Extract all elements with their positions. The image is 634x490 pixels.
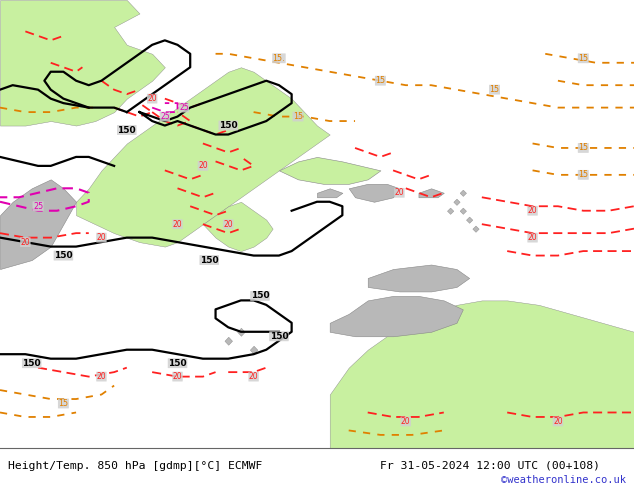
Text: 150: 150 <box>117 125 136 135</box>
Text: 20: 20 <box>223 220 233 229</box>
Text: 15: 15 <box>58 399 68 408</box>
Text: 15: 15 <box>375 76 385 85</box>
Text: 20: 20 <box>401 417 411 426</box>
Text: 25: 25 <box>160 112 170 121</box>
Text: 15: 15 <box>578 144 588 152</box>
Text: 150: 150 <box>54 251 73 260</box>
Text: 20: 20 <box>249 372 259 381</box>
Text: 15: 15 <box>578 171 588 179</box>
Text: 15: 15 <box>578 54 588 63</box>
Text: 20: 20 <box>172 220 183 229</box>
Text: 20: 20 <box>527 233 538 242</box>
Text: 150: 150 <box>200 256 219 265</box>
Text: ©weatheronline.co.uk: ©weatheronline.co.uk <box>501 475 626 485</box>
Text: 20: 20 <box>96 372 107 381</box>
Text: 15: 15 <box>293 112 303 121</box>
Text: Fr 31-05-2024 12:00 UTC (00+108): Fr 31-05-2024 12:00 UTC (00+108) <box>380 461 600 471</box>
Text: 20: 20 <box>527 206 538 215</box>
Text: 150: 150 <box>219 121 238 130</box>
Text: 20: 20 <box>172 372 183 381</box>
Text: 150: 150 <box>168 359 187 368</box>
Text: 150: 150 <box>22 359 41 368</box>
Text: 20: 20 <box>20 238 30 246</box>
Text: 15: 15 <box>489 85 500 94</box>
Text: 150: 150 <box>250 292 269 300</box>
Text: Height/Temp. 850 hPa [gdmp][°C] ECMWF: Height/Temp. 850 hPa [gdmp][°C] ECMWF <box>8 461 262 471</box>
Text: 20: 20 <box>147 94 157 103</box>
Text: 20: 20 <box>394 188 404 197</box>
Text: 20: 20 <box>96 233 107 242</box>
Text: 20: 20 <box>198 161 208 171</box>
Text: 150: 150 <box>269 332 288 341</box>
Text: 15.: 15. <box>273 54 285 63</box>
Text: 25: 25 <box>33 202 43 211</box>
Text: 25: 25 <box>179 103 189 112</box>
Text: 20: 20 <box>553 417 563 426</box>
